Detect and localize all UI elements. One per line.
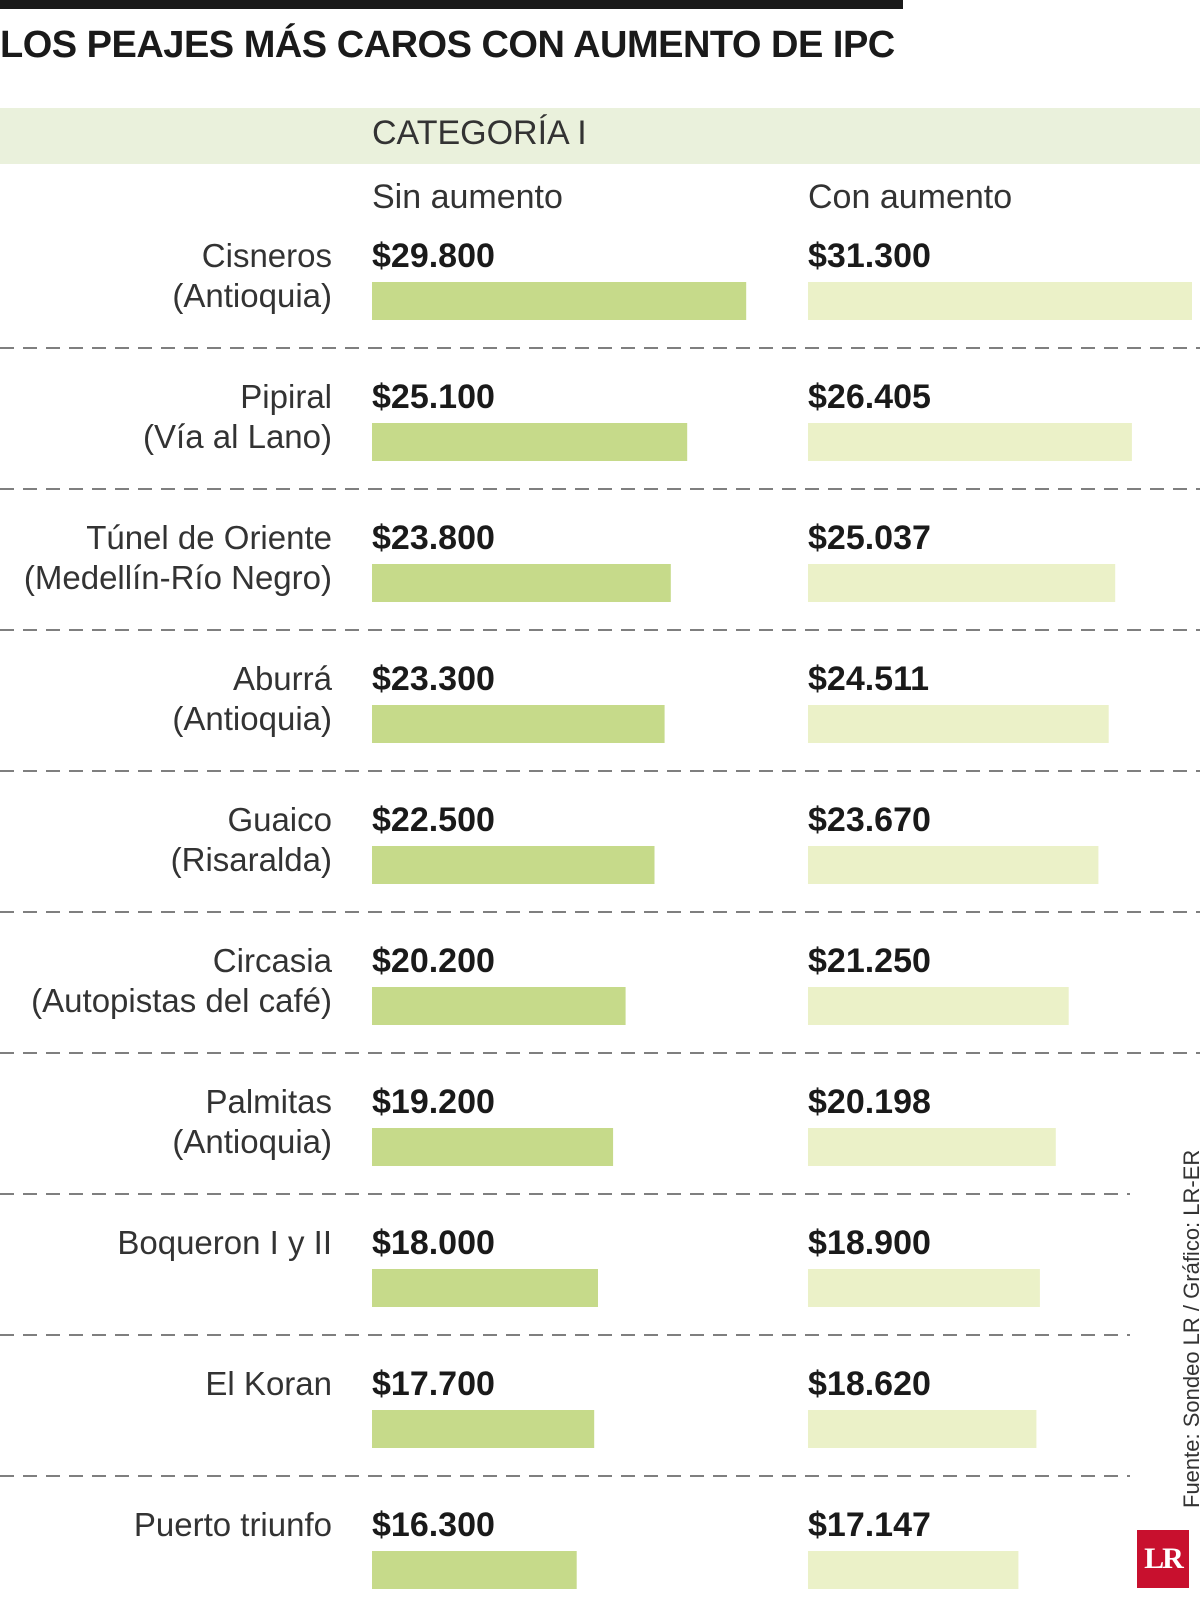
category-label-name: Aburrá [233,660,333,697]
data-label-con: $26.405 [808,378,931,416]
bar-sin [372,846,655,884]
bar-con [808,987,1069,1025]
bar-sin [372,423,688,461]
data-label-con: $17.147 [808,1506,931,1544]
data-label-con: $21.250 [808,942,931,980]
category-label-name: Palmitas [205,1083,332,1120]
category-label-name: Boqueron I y II [117,1224,332,1261]
bar-con [808,846,1099,884]
data-label-con: $23.670 [808,801,931,839]
bar-con [808,1269,1040,1307]
data-label-sin: $23.800 [372,519,495,557]
category-label: CATEGORÍA I [372,114,587,152]
bar-sin [372,1410,595,1448]
bar-sin [372,1269,598,1307]
bar-sin [372,1128,614,1166]
category-label-name: Puerto triunfo [134,1506,332,1543]
data-label-con: $20.198 [808,1083,931,1121]
data-label-sin: $25.100 [372,378,495,416]
category-band [0,108,1200,164]
source-note: Fuente: Sondeo LR / Gráfico: LR-ER [1179,1149,1200,1508]
data-label-con: $25.037 [808,519,931,557]
data-label-sin: $16.300 [372,1506,495,1544]
bar-con [808,1551,1019,1589]
category-label-name: Guaico [227,801,332,838]
bar-con [808,1128,1056,1166]
data-label-sin: $23.300 [372,660,495,698]
category-label-name: Pipiral [240,378,332,415]
bar-con [808,705,1109,743]
bar-con [808,423,1132,461]
top-rule [0,0,903,9]
bar-con [808,564,1116,602]
bar-sin [372,987,626,1025]
category-label-name: Cisneros [202,237,332,274]
data-label-sin: $19.200 [372,1083,495,1121]
chart-title: LOS PEAJES MÁS CAROS CON AUMENTO DE IPC [0,24,895,66]
category-label-region: (Antioquia) [172,1123,332,1160]
data-label-sin: $17.700 [372,1365,495,1403]
data-label-sin: $29.800 [372,237,495,275]
data-label-sin: $22.500 [372,801,495,839]
category-label-name: El Koran [205,1365,332,1402]
bar-sin [372,564,671,602]
bar-sin [372,705,665,743]
bar-sin [372,1551,577,1589]
data-label-sin: $18.000 [372,1224,495,1262]
bar-sin [372,282,747,320]
category-label-region: (Vía al Lano) [143,418,332,455]
data-label-con: $18.900 [808,1224,931,1262]
category-label-region: (Antioquia) [172,700,332,737]
category-label-region: (Risaralda) [171,841,332,878]
bar-con [808,282,1192,320]
category-label-name: Circasia [213,942,333,979]
data-label-con: $18.620 [808,1365,931,1403]
category-label-region: (Medellín-Río Negro) [24,559,332,596]
data-label-con: $31.300 [808,237,931,275]
category-label-region: (Autopistas del café) [31,982,332,1019]
data-label-con: $24.511 [808,660,929,698]
bar-con [808,1410,1037,1448]
lr-logo: LR [1137,1530,1189,1588]
category-label-region: (Antioquia) [172,277,332,314]
column-header-con-aumento: Con aumento [808,178,1013,216]
column-header-sin-aumento: Sin aumento [372,178,563,216]
data-label-sin: $20.200 [372,942,495,980]
category-label-name: Túnel de Oriente [86,519,332,556]
